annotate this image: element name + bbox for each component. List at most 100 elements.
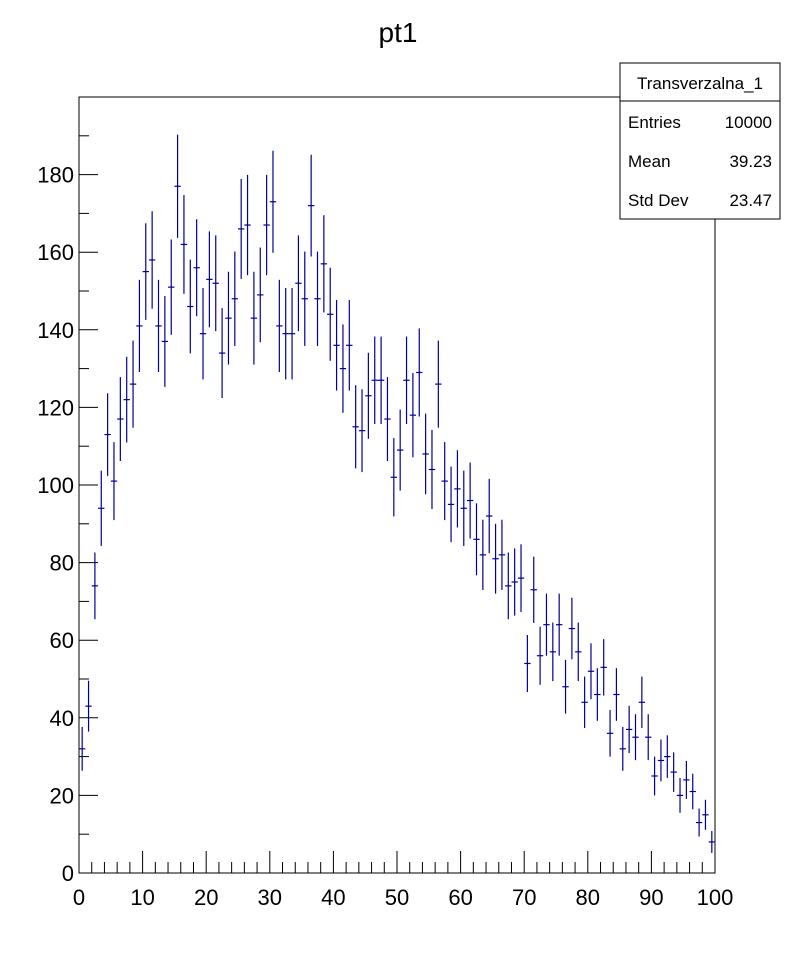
- stats-box-title: Transverzalna_1: [637, 74, 763, 93]
- bin-marker: [594, 668, 601, 721]
- bin-marker: [428, 429, 436, 510]
- x-tick-label: 20: [194, 885, 218, 910]
- bin-marker: [505, 552, 512, 620]
- stats-stddev-label: Std Dev: [628, 191, 689, 210]
- bin-marker: [333, 300, 340, 391]
- bin-marker: [339, 324, 347, 413]
- y-tick-label: 140: [37, 318, 74, 343]
- bin-marker: [142, 223, 149, 320]
- bin-marker: [473, 503, 480, 576]
- bin-marker: [676, 778, 684, 813]
- y-tick-label: 160: [37, 240, 74, 265]
- bin-marker: [301, 251, 308, 346]
- stats-entries-value: 10000: [725, 113, 772, 132]
- bin-marker: [587, 643, 595, 700]
- bin-marker: [263, 174, 270, 276]
- bin-marker: [416, 328, 423, 417]
- bin-marker: [110, 442, 118, 521]
- bin-marker: [536, 626, 544, 685]
- bin-marker: [123, 356, 130, 443]
- bin-marker: [276, 279, 283, 372]
- bin-marker: [371, 336, 378, 424]
- stats-box: Transverzalna_1 Entries 10000 Mean 39.23…: [619, 62, 781, 220]
- bin-marker: [148, 211, 156, 309]
- bin-marker: [187, 259, 194, 354]
- bin-marker: [543, 593, 550, 656]
- stats-box-frame: [619, 62, 781, 220]
- bin-marker: [403, 336, 410, 424]
- y-tick-label: 100: [37, 473, 74, 498]
- y-tick-label: 20: [50, 783, 74, 808]
- bin-marker: [320, 215, 328, 313]
- bin-marker: [492, 523, 499, 594]
- bin-marker: [314, 251, 321, 346]
- bin-marker: [129, 340, 137, 428]
- x-tick-label: 0: [73, 885, 85, 910]
- bin-marker: [422, 413, 429, 495]
- bin-marker: [466, 462, 474, 539]
- x-tick-label: 70: [512, 885, 536, 910]
- bin-marker: [168, 239, 175, 335]
- bin-marker: [683, 760, 690, 799]
- bin-marker: [98, 470, 105, 546]
- bin-marker: [562, 659, 569, 714]
- bin-marker: [409, 373, 417, 458]
- bin-marker: [161, 296, 169, 387]
- bin-marker: [117, 377, 124, 462]
- bin-marker: [136, 279, 143, 372]
- bin-marker: [250, 271, 258, 365]
- stats-mean-value: 39.23: [729, 152, 772, 171]
- x-tick-label: 10: [130, 885, 154, 910]
- bin-marker: [238, 178, 245, 279]
- bin-marker: [638, 676, 646, 729]
- bin-marker: [556, 593, 563, 656]
- bin-marker: [600, 639, 607, 696]
- chart-title: pt1: [379, 17, 418, 48]
- bin-marker: [104, 393, 111, 476]
- bin-marker: [657, 739, 665, 782]
- bin-marker: [517, 544, 525, 612]
- bin-marker: [269, 150, 277, 253]
- bin-marker: [377, 336, 385, 424]
- bin-marker: [282, 287, 289, 380]
- bin-marker: [218, 308, 226, 398]
- x-tick-label: 60: [448, 885, 472, 910]
- bin-marker: [549, 622, 556, 682]
- bin-marker: [85, 680, 92, 732]
- x-tick-label: 80: [576, 885, 600, 910]
- bin-marker: [708, 830, 715, 853]
- bin-marker: [454, 450, 461, 528]
- x-tick-label: 30: [258, 885, 282, 910]
- bin-marker: [346, 300, 353, 391]
- x-tick-label: 40: [321, 885, 345, 910]
- bin-marker: [606, 710, 614, 757]
- bin-marker: [460, 470, 467, 546]
- bin-marker: [524, 634, 531, 692]
- bin-marker: [645, 714, 652, 761]
- bin-marker: [581, 676, 588, 729]
- bin-marker: [575, 622, 582, 682]
- bin-marker: [155, 279, 162, 372]
- y-tick-label: 180: [37, 163, 74, 188]
- histogram-bins: [79, 134, 715, 853]
- bin-marker: [702, 799, 709, 830]
- x-tick-label: 50: [385, 885, 409, 910]
- bin-marker: [288, 287, 296, 380]
- bin-marker: [397, 409, 404, 491]
- bin-marker: [225, 271, 232, 365]
- bin-marker: [244, 174, 251, 276]
- bin-marker: [486, 478, 493, 554]
- y-tick-label: 60: [50, 628, 74, 653]
- bin-marker: [530, 556, 537, 623]
- x-axis: 0 10 20 30 40 50 60 70 80 90 100: [73, 851, 733, 910]
- bin-marker: [358, 389, 366, 473]
- bin-marker: [193, 219, 200, 317]
- bin-marker: [212, 235, 219, 332]
- bin-marker: [568, 597, 576, 660]
- bin-marker: [231, 251, 238, 346]
- bin-marker: [625, 705, 633, 754]
- bin-marker: [511, 548, 518, 616]
- bin-marker: [199, 287, 207, 380]
- bin-marker: [695, 808, 703, 837]
